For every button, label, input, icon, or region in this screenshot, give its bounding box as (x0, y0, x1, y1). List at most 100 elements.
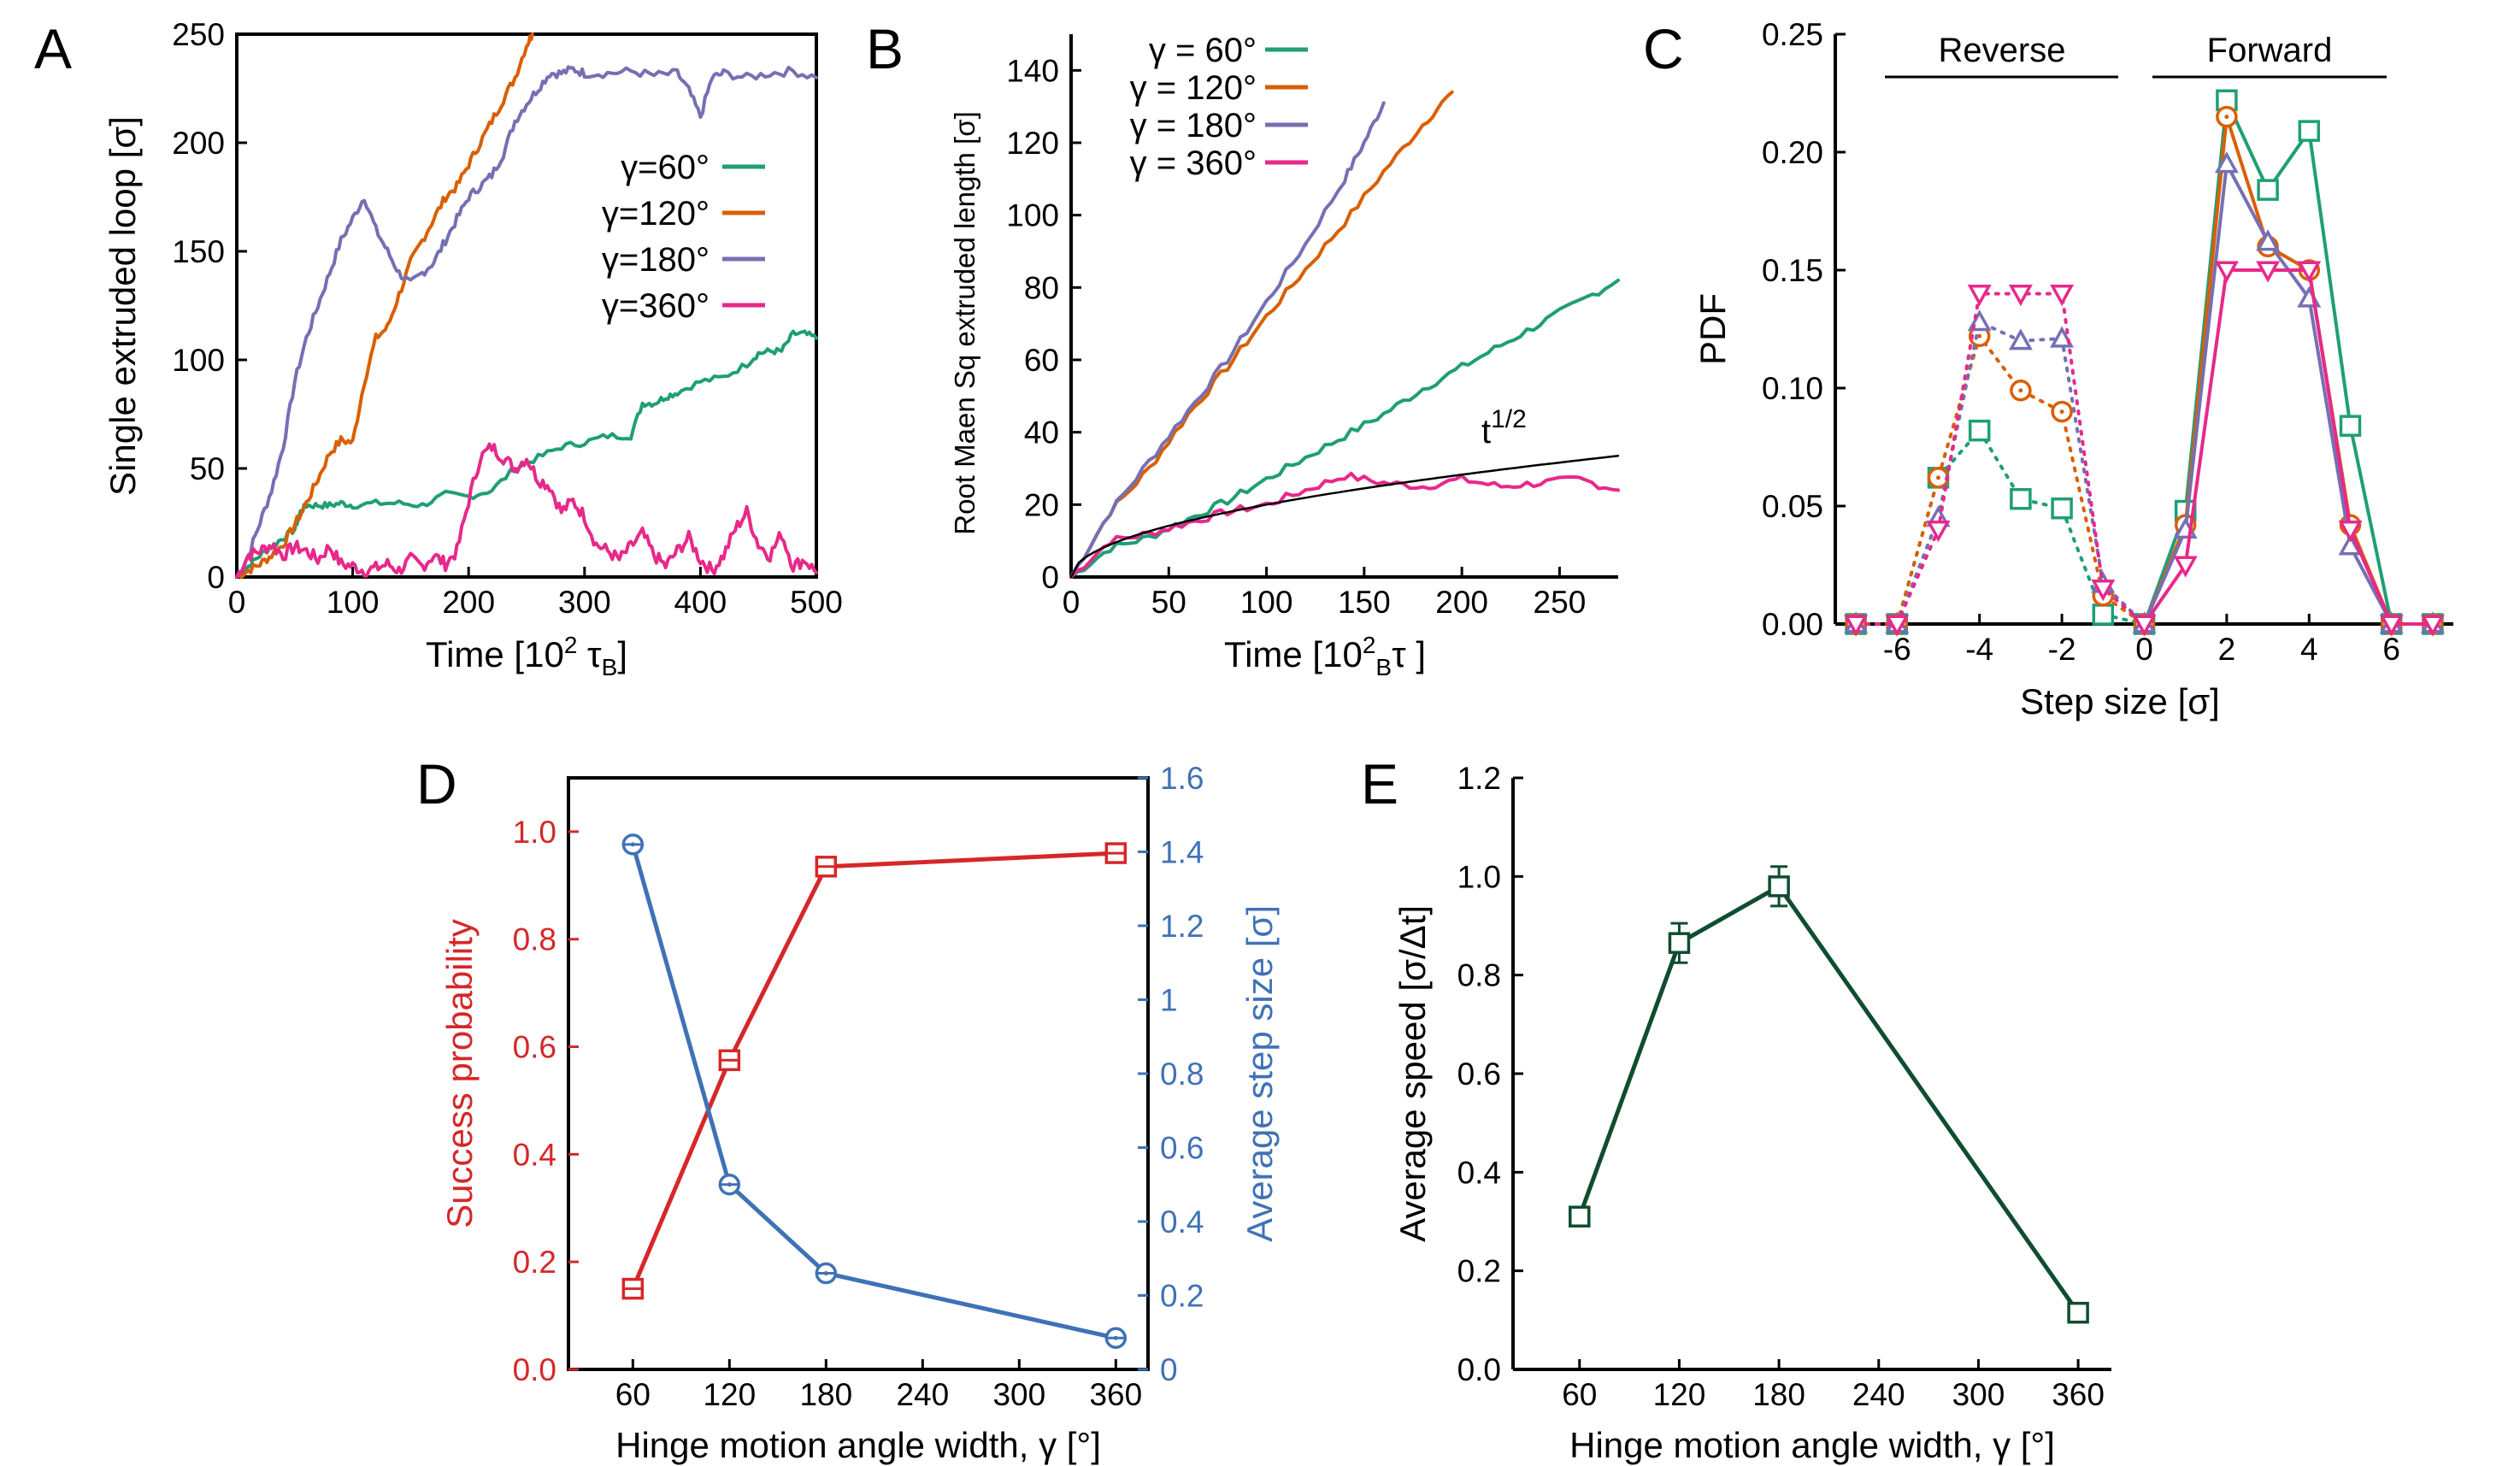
series-line-0 (1577, 884, 2081, 1316)
y-tick-label: 20 (1024, 487, 1059, 522)
x-tick-label: 360 (1089, 1377, 1142, 1412)
y-tick-label: 0.10 (1762, 371, 1823, 406)
panel-label-a: A (34, 17, 72, 80)
annotation-reverse: Reverse (1939, 32, 2066, 69)
x-tick-label: 100 (1240, 585, 1293, 620)
x-tick-label: 400 (674, 585, 727, 620)
x-tick-label: 240 (896, 1377, 949, 1412)
y-tick-label: 0.25 (1762, 17, 1823, 52)
data-point (2214, 151, 2239, 174)
data-point-dot (2059, 409, 2064, 415)
label-part: 1/2 (1491, 405, 1527, 433)
y-axis-label: Average speed [σ/Δt] (1392, 905, 1433, 1242)
x-tick-label: -6 (1883, 632, 1911, 667)
data-point (2256, 229, 2281, 251)
x-tick-label: 120 (703, 1377, 756, 1412)
x-tick-label: 150 (1338, 585, 1391, 620)
data-point (2050, 285, 2075, 307)
x-axis-label: Hinge motion angle width, γ [°] (615, 1425, 1101, 1465)
x-tick-label: 500 (790, 585, 843, 620)
data-point (1844, 615, 1869, 637)
series-line-forward-3 (2142, 268, 2435, 626)
data-point (2092, 603, 2115, 626)
series-line-reverse-3 (1854, 291, 2146, 626)
x-tick-label: 4 (2300, 632, 2318, 667)
x-tick-label: 360 (2052, 1377, 2105, 1412)
y-tick-label: 0.20 (1762, 135, 1823, 170)
y-tick-label: 100 (172, 343, 225, 378)
y-axis-label: Root Maen Sq extruded length [σ] (949, 111, 980, 535)
series-line-4 (1069, 455, 1620, 579)
panel-label-c: C (1643, 17, 1684, 80)
x-tick-label: 60 (615, 1377, 651, 1412)
legend-label: γ = 60° (1149, 32, 1257, 69)
legend-label: γ=120° (602, 195, 709, 233)
x-axis-label: Step size [σ] (2020, 681, 2220, 721)
panel-label-b: B (866, 17, 904, 80)
label-part: Time [10 (1224, 634, 1363, 674)
series-line-1 (235, 32, 534, 579)
data-point (2420, 615, 2445, 637)
series-line-3 (1069, 471, 1620, 579)
data-point (1668, 932, 1691, 954)
x-tick-label: -4 (1965, 632, 1993, 667)
label-part: τ (577, 634, 602, 674)
data-point (1967, 285, 1992, 307)
x-tick-label: 50 (1151, 585, 1186, 620)
legend-label: γ=180° (602, 241, 709, 279)
data-point-dot (1977, 333, 1982, 339)
label-part: B (602, 654, 618, 680)
data-point (1768, 875, 1790, 898)
panel-e: 60 120 180 240 300 360 0.0 0.2 0.4 0.6 0.8 1.0 1.2 Hi… (1361, 752, 2111, 1465)
x-tick-label: 200 (442, 585, 495, 620)
label-part: 2 (1363, 632, 1376, 658)
legend-label: γ=360° (602, 287, 709, 325)
panel-label-d: D (416, 752, 457, 815)
y-axis-label: PDF (1693, 293, 1733, 365)
y-tick-label: 0.6 (1457, 1057, 1501, 1092)
y-axis-label-left: Success probability (439, 919, 480, 1228)
series-line-0 (630, 851, 1116, 1290)
y-tick-label: 1.0 (1457, 859, 1501, 894)
x-tick-label: 0 (2135, 632, 2153, 667)
x-tick-label: 2 (2218, 632, 2236, 667)
x-tick-label: 180 (1752, 1377, 1805, 1412)
data-point (2010, 487, 2032, 510)
plot-frame (235, 32, 818, 579)
y-tick-label: 1.4 (1160, 835, 1204, 870)
y-tick-label: 0 (1041, 560, 1059, 595)
series-line-3 (235, 442, 818, 579)
y-tick-label: 140 (1006, 53, 1059, 88)
legend-label: γ = 360° (1130, 144, 1257, 182)
x-tick-label: 240 (1852, 1377, 1905, 1412)
data-point (2051, 497, 2073, 520)
label-part: t (1481, 413, 1491, 450)
data-point (2050, 326, 2075, 348)
y-tick-label: 150 (172, 234, 225, 269)
y-tick-label: 0 (1160, 1352, 1178, 1387)
data-point (2008, 285, 2033, 307)
label-part: Time [10 (426, 634, 564, 674)
data-point (1968, 419, 1991, 442)
y-tick-label: 0.05 (1762, 489, 1823, 524)
data-point (1926, 521, 1951, 543)
series-line-0 (235, 329, 818, 579)
y-tick-label: 0.6 (1160, 1131, 1204, 1166)
y-tick-label: 250 (172, 17, 225, 52)
data-point (2091, 580, 2116, 602)
data-point-dot (2224, 115, 2229, 120)
y-tick-label: 1.0 (513, 815, 556, 850)
data-point (2338, 533, 2363, 556)
data-point (1569, 1205, 1591, 1228)
y-tick-label: 0.2 (1160, 1279, 1204, 1314)
legend-label: γ = 120° (1130, 69, 1257, 107)
panel-b: 0 50 100 150 200 250 0 20 40 60 80 100 120 140 γ = 60°… (866, 17, 1620, 680)
y-tick-label: 50 (190, 451, 225, 486)
data-point (2173, 556, 2198, 578)
series-line-2 (235, 65, 818, 579)
x-tick-label: 250 (1534, 585, 1587, 620)
panel-a: 0 100 200 300 400 500 0 50 100 150 200 250 γ=60° γ=12… (34, 17, 843, 680)
label-part: ] (617, 634, 627, 674)
y-tick-label: 0.15 (1762, 253, 1823, 288)
